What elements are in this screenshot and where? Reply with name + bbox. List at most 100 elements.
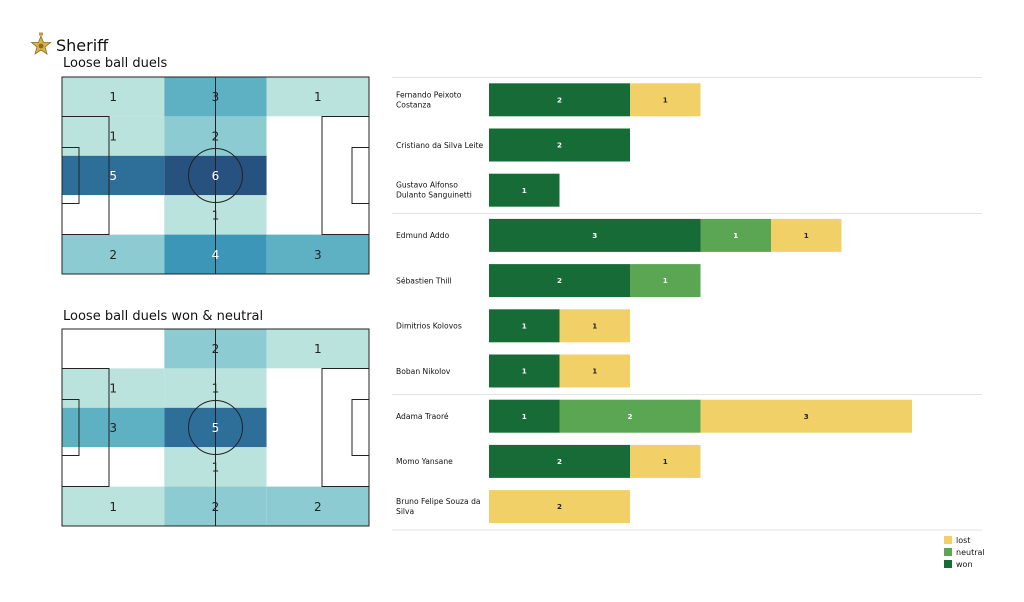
heat-cell-label: 2 <box>212 500 220 514</box>
heat-cell-label: 6 <box>212 169 220 183</box>
bar-value-label: 1 <box>804 231 809 240</box>
team-header: Sheriff <box>30 32 108 58</box>
bar-neutral <box>630 264 701 298</box>
heat-cell-label: 1 <box>314 342 322 356</box>
heat-cell <box>266 116 369 156</box>
pitch1-title: Loose ball duels <box>63 56 168 71</box>
bar-value-label: 1 <box>522 321 527 330</box>
bar-value-label: 2 <box>557 457 562 466</box>
heat-cell-label: 5 <box>109 169 117 183</box>
bar-neutral <box>700 218 771 252</box>
heat-cell <box>266 486 369 526</box>
heat-cell-label: 1 <box>109 90 117 104</box>
legend-swatch-won <box>944 560 952 568</box>
bar-value-label: 2 <box>557 502 562 511</box>
bar-value-label: 1 <box>522 186 527 195</box>
pitch2-heatmap: 2 1 1 1 3 5 1 1 2 2 <box>61 328 370 527</box>
player-label: Boban Nikolov <box>396 367 451 376</box>
bar-lost <box>559 309 630 343</box>
bar-lost <box>771 218 842 252</box>
right-six-yard-box <box>351 147 370 204</box>
heat-cell <box>62 329 165 369</box>
legend-label-lost: lost <box>956 535 971 545</box>
heat-cell <box>266 329 369 369</box>
heat-cell <box>62 195 165 235</box>
bar-lost <box>559 354 630 388</box>
bar-value-label: 2 <box>627 412 632 421</box>
legend-item-lost: lost <box>944 534 985 546</box>
heat-cell <box>62 486 165 526</box>
legend: lost neutral won <box>944 534 985 570</box>
heat-cell-label: 1 <box>109 500 117 514</box>
right-six-yard-box <box>351 399 370 456</box>
heat-cell-label: 2 <box>212 342 220 356</box>
bar-value-label: 2 <box>557 276 562 285</box>
heat-cell <box>62 77 165 117</box>
bar-won <box>489 264 630 298</box>
legend-item-won: won <box>944 558 985 570</box>
bar-lost <box>489 490 630 524</box>
legend-label-won: won <box>956 559 973 569</box>
bar-value-label: 3 <box>804 412 809 421</box>
player-label: Fernando Peixoto Costanza <box>396 90 462 109</box>
player-label: Dimitrios Kolovos <box>396 322 462 331</box>
heat-cell <box>266 447 369 487</box>
heat-cell <box>266 368 369 408</box>
heat-cell <box>62 447 165 487</box>
bar-value-label: 2 <box>557 141 562 150</box>
heat-cell-label: 3 <box>212 90 220 104</box>
heat-cell-label: 3 <box>314 248 322 262</box>
bar-won <box>489 399 560 433</box>
heat-cell <box>62 234 165 274</box>
centre-circle <box>188 400 243 455</box>
player-label: Bruno Felipe Souza da Silva <box>396 497 481 516</box>
player-label: Sébastien Thill <box>396 276 452 285</box>
bar-won <box>489 128 630 162</box>
bar-lost <box>630 83 701 117</box>
bar-value-label: 1 <box>733 231 738 240</box>
legend-swatch-lost <box>944 536 952 544</box>
bar-won <box>489 218 701 252</box>
left-six-yard-box <box>61 147 80 204</box>
heat-cell-label: 1 <box>314 90 322 104</box>
bar-won <box>489 444 630 478</box>
bar-value-label: 1 <box>663 276 668 285</box>
bar-lost <box>700 399 912 433</box>
heat-cell <box>266 234 369 274</box>
heat-cell-label: 2 <box>314 500 322 514</box>
player-label: Gustavo Alfonso Dulanto Sanguinetti <box>396 181 472 200</box>
player-label: Edmund Addo <box>396 231 450 240</box>
bar-neutral <box>559 399 701 433</box>
team-name: Sheriff <box>56 35 109 55</box>
bar-value-label: 1 <box>592 367 597 376</box>
heat-cell-label: 5 <box>212 421 220 435</box>
heat-cell-label: 1 <box>212 208 220 222</box>
bar-won <box>489 309 560 343</box>
sheriff-star-icon <box>30 32 52 55</box>
bar-value-label: 3 <box>592 231 597 240</box>
player-label: Momo Yansane <box>396 457 453 466</box>
left-six-yard-box <box>61 399 80 456</box>
player-label: Cristiano da Silva Leite <box>396 141 483 150</box>
duels-bar-chart: Fernando Peixoto Costanza 2 1 Cristiano da S… <box>392 77 982 531</box>
heat-cell <box>266 155 369 196</box>
bar-value-label: 1 <box>663 95 668 104</box>
heat-cell <box>266 77 369 117</box>
heat-cell-label: 4 <box>212 248 220 262</box>
legend-item-neutral: neutral <box>944 546 985 558</box>
pitch2-title: Loose ball duels won & neutral <box>63 309 264 324</box>
bar-value-label: 1 <box>592 321 597 330</box>
pitch1-heatmap: 1 3 1 1 2 5 6 1 2 4 3 <box>61 76 370 275</box>
bar-won <box>489 173 560 207</box>
bar-value-label: 1 <box>522 412 527 421</box>
heat-cell-label: 1 <box>109 382 117 396</box>
heat-cell-label: 2 <box>109 248 117 262</box>
centre-circle <box>188 148 243 203</box>
bar-value-label: 1 <box>663 457 668 466</box>
bar-won <box>489 354 560 388</box>
heat-cell-label: 3 <box>109 421 117 435</box>
heat-cell <box>266 195 369 235</box>
heat-cell-label: 2 <box>212 130 220 144</box>
bar-value-label: 2 <box>557 95 562 104</box>
heat-cell <box>266 407 369 448</box>
